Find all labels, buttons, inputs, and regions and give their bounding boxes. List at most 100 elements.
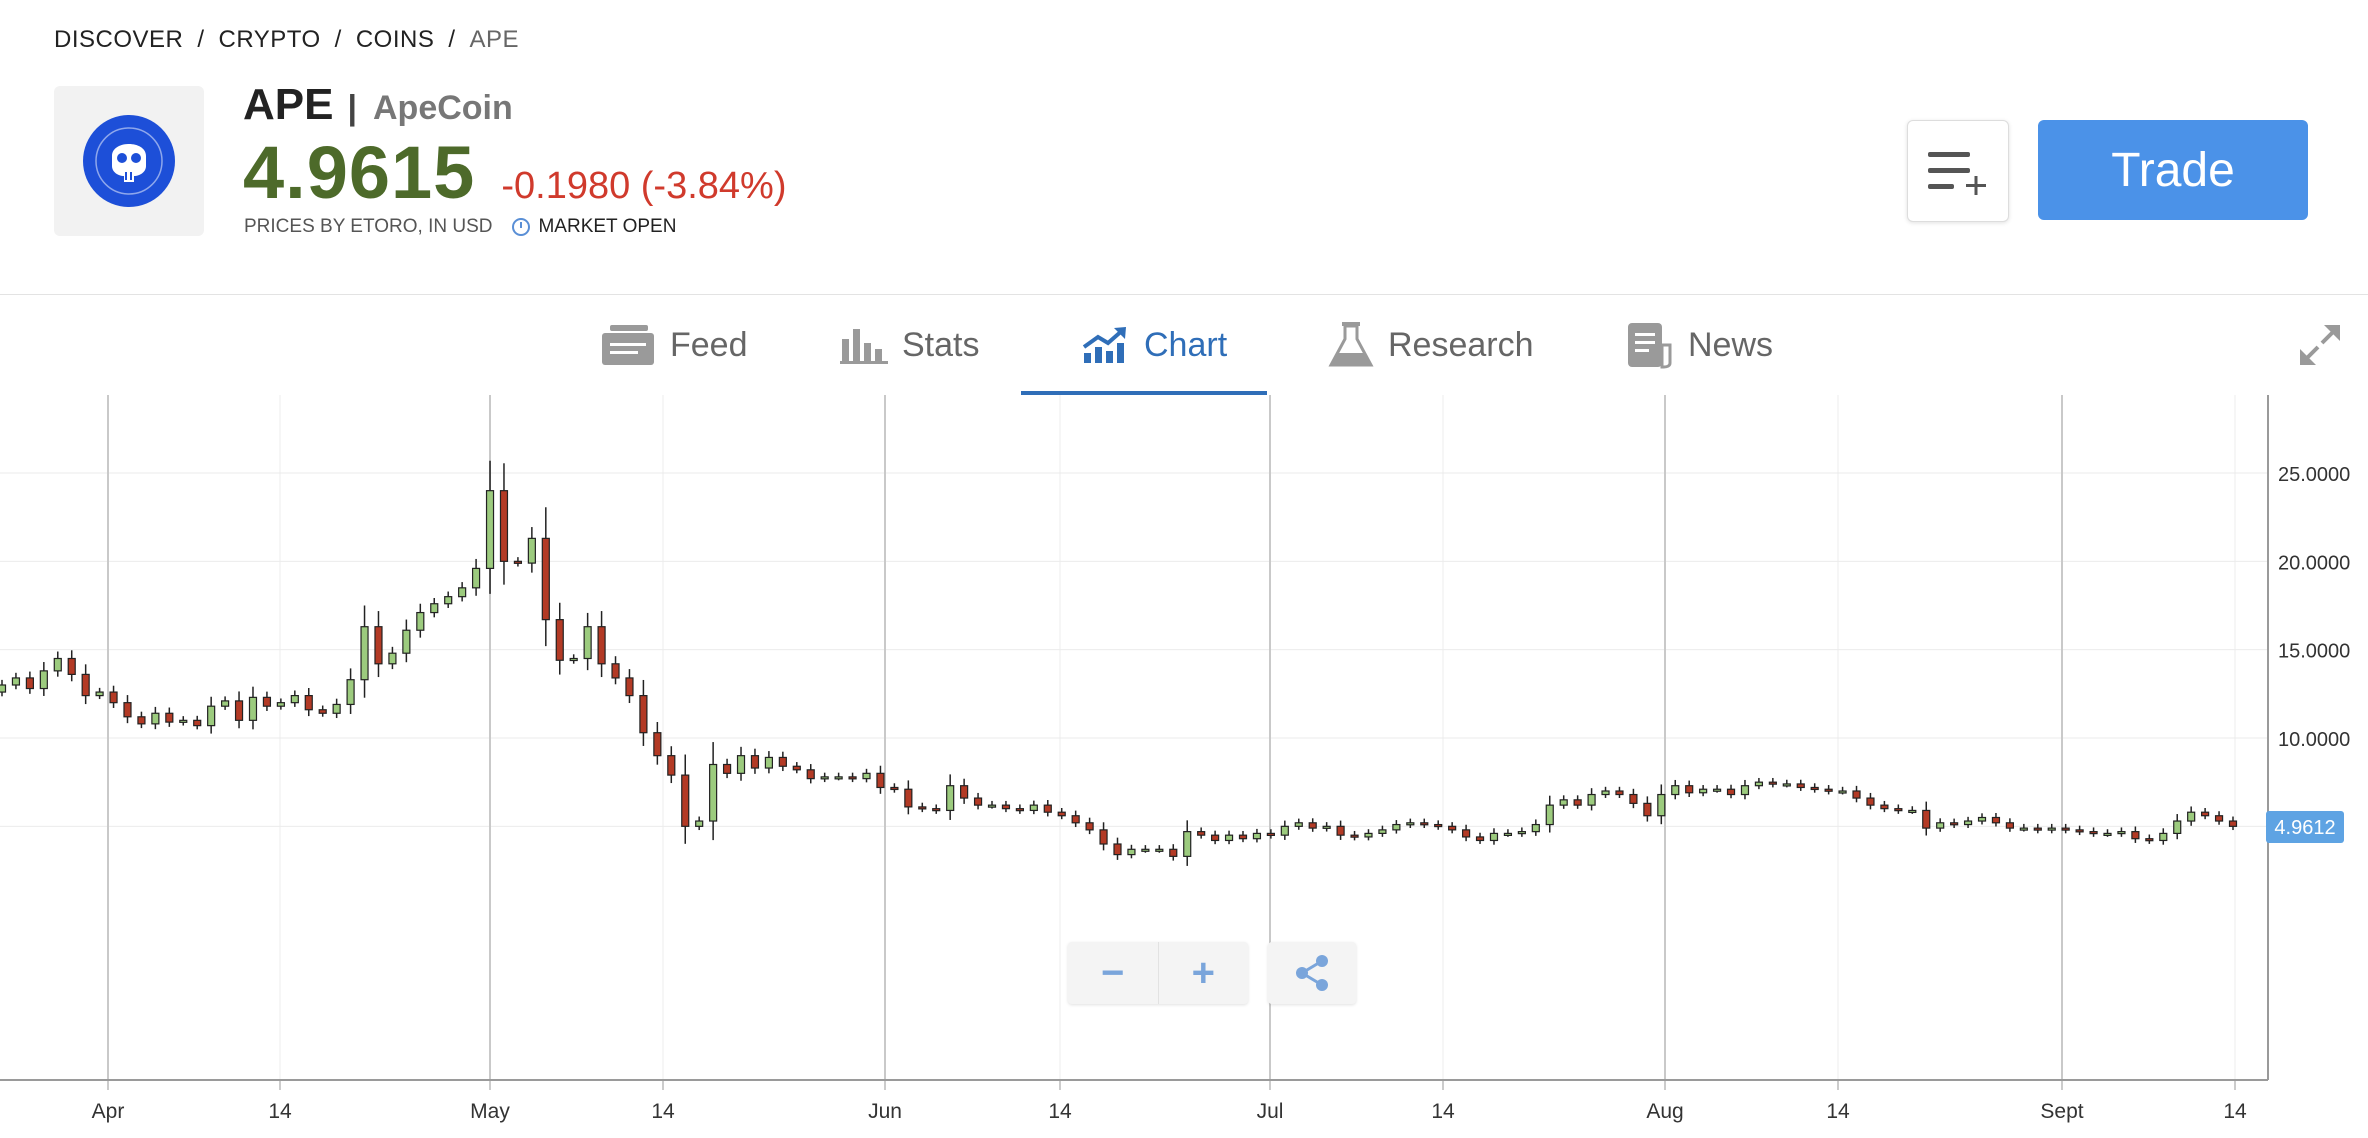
tab-stats-label: Stats: [902, 325, 980, 364]
share-chart-button[interactable]: [1268, 942, 1356, 1004]
candle-down: [2005, 822, 2015, 829]
tab-feed[interactable]: Feed: [600, 295, 748, 395]
candlestick-chart[interactable]: 25.0000 20.0000 15.0000 10.0000 Apr 14 May 14 Ju…: [0, 395, 2368, 1138]
candle-down: [1991, 816, 2001, 824]
candle-up: [695, 820, 704, 827]
candle-down: [1685, 785, 1694, 794]
tab-research[interactable]: Research: [1328, 295, 1534, 395]
candle-down: [1113, 843, 1122, 856]
candle-up: [1587, 793, 1596, 806]
candle-down: [611, 663, 620, 679]
add-to-watchlist-button[interactable]: [1907, 120, 2009, 222]
candle-down: [1950, 822, 1959, 826]
tab-feed-label: Feed: [670, 325, 748, 364]
x-tick-label: 14: [1048, 1100, 1072, 1123]
price-meta: PRICES BY ETORO, IN USD MARKET OPEN: [244, 216, 676, 238]
candle-down: [639, 695, 648, 734]
candle-down: [1197, 831, 1206, 836]
x-tick-label: 14: [268, 1100, 292, 1123]
candle-up: [1908, 809, 1917, 814]
candle-up: [248, 696, 258, 721]
candle-up: [1364, 832, 1373, 838]
x-tick-label: Jul: [1257, 1100, 1284, 1123]
candle-up: [1489, 832, 1499, 842]
candle-down: [792, 765, 801, 771]
y-tick-label: 20.0000: [2278, 552, 2350, 574]
candle-down: [918, 806, 927, 810]
expand-icon[interactable]: [2298, 323, 2342, 372]
candle-down: [234, 700, 244, 721]
breadcrumb-crypto[interactable]: CRYPTO: [218, 26, 321, 53]
breadcrumb-coins[interactable]: COINS: [355, 26, 435, 53]
candle-up: [388, 652, 397, 665]
breadcrumb-separator: /: [448, 26, 456, 53]
candle-up: [1392, 823, 1401, 831]
zoom-out-button[interactable]: −: [1101, 950, 1125, 995]
candle-down: [778, 756, 787, 767]
candle-down: [165, 712, 174, 723]
candle-up: [1601, 790, 1610, 796]
candle-up: [1141, 848, 1150, 852]
candle-down: [1629, 793, 1638, 804]
tab-chart[interactable]: Chart: [1082, 295, 1227, 395]
candle-up: [360, 626, 369, 681]
candle-down: [541, 537, 550, 621]
candle-up: [709, 763, 718, 822]
last-price-label: 4.9612: [2274, 817, 2335, 839]
candle-up: [444, 596, 453, 605]
candle-up: [1252, 832, 1262, 840]
candle-down: [1071, 815, 1080, 824]
candle-up: [736, 755, 746, 774]
candle-up: [1977, 816, 1987, 822]
candle-up: [53, 657, 62, 672]
x-tick-label: 14: [1826, 1100, 1850, 1123]
candle-up: [11, 677, 21, 686]
candle-up: [1531, 823, 1540, 833]
add-to-watchlist-icon: [1928, 152, 1986, 195]
candle-down: [1810, 786, 1819, 791]
candle-up: [1503, 832, 1513, 836]
candle-down: [1615, 790, 1624, 796]
candle-up: [527, 537, 536, 564]
candle-down: [904, 788, 913, 808]
candle-down: [109, 691, 118, 704]
zoom-in-button[interactable]: +: [1157, 942, 1249, 1004]
candle-up: [2103, 832, 2112, 836]
y-tick-label: 25.0000: [2278, 464, 2350, 486]
last-price-tag: [2266, 811, 2344, 844]
candle-up: [430, 603, 439, 614]
candle-down: [1461, 829, 1471, 838]
candle-up: [1517, 831, 1526, 835]
tab-stats[interactable]: Stats: [840, 295, 979, 395]
candle-down: [1475, 836, 1485, 842]
candle-down: [667, 755, 676, 776]
candle-up: [39, 670, 48, 690]
candle-up: [946, 785, 955, 812]
instrument-tabs: Feed Stats Chart: [0, 295, 2368, 395]
candle-down: [932, 808, 941, 812]
trade-button[interactable]: Trade: [2038, 120, 2308, 220]
candle-down: [1573, 799, 1582, 806]
candle-up: [2187, 811, 2196, 822]
x-tick-label: 14: [1431, 1100, 1455, 1123]
candle-down: [597, 626, 606, 665]
share-icon: [1296, 955, 1328, 991]
candle-up: [764, 756, 774, 769]
price-chart[interactable]: 25.0000 20.0000 15.0000 10.0000 Apr 14 May 14 Ju…: [0, 395, 2368, 1138]
breadcrumb-discover[interactable]: DISCOVER: [54, 26, 184, 53]
candle-up: [1838, 790, 1847, 794]
candle-down: [1796, 783, 1805, 789]
candle-up: [151, 712, 160, 725]
candle-down: [1169, 848, 1178, 857]
newspaper-icon: [1626, 321, 1674, 369]
y-tick-label: 10.0000: [2278, 729, 2350, 751]
x-tick-label: May: [470, 1100, 510, 1123]
tab-chart-label: Chart: [1144, 325, 1228, 364]
candle-down: [2061, 827, 2070, 831]
candle-down: [2145, 838, 2154, 842]
candle-down: [2131, 831, 2140, 840]
tabs-divider: [0, 294, 2368, 295]
candle-up: [1155, 848, 1164, 852]
tab-news[interactable]: News: [1626, 295, 1773, 395]
candle-down: [1308, 822, 1317, 829]
